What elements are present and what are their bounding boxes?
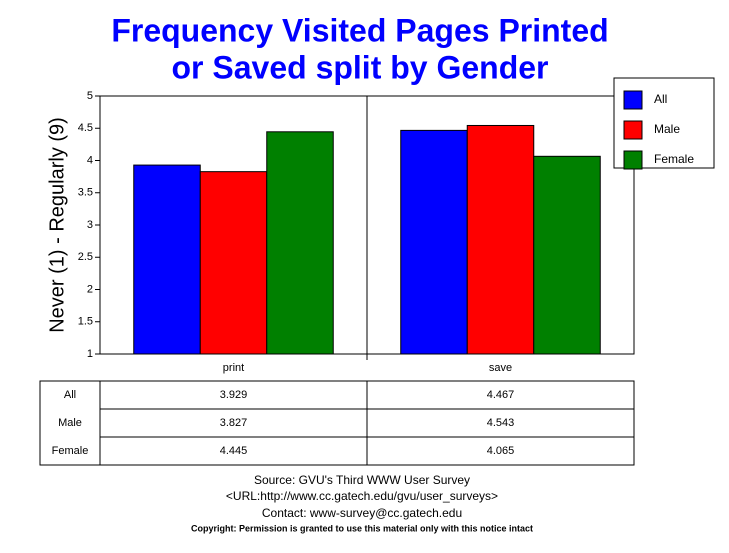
bar <box>466 124 535 355</box>
footer-text: Source: GVU's Third WWW User Survey <box>254 473 470 487</box>
y-tick-label: 3 <box>87 219 93 231</box>
legend-swatch <box>623 90 643 110</box>
bar <box>133 164 201 355</box>
legend-label: Male <box>654 122 680 136</box>
chart-title: Frequency Visited Pages Printed <box>111 12 608 48</box>
table-cell: 4.065 <box>487 445 515 457</box>
table-cell: 4.445 <box>220 445 248 457</box>
table-frame <box>39 380 635 466</box>
y-tick-label: 1.5 <box>78 316 93 328</box>
bar <box>266 131 334 355</box>
footer-text: Copyright: Permission is granted to use … <box>191 523 533 533</box>
bar <box>533 155 601 355</box>
table-row-label: Female <box>52 445 89 457</box>
y-tick-label: 4 <box>87 154 93 166</box>
table-row-label: All <box>64 389 76 401</box>
table-row-label: Male <box>58 417 82 429</box>
chart-title: or Saved split by Gender <box>172 49 549 85</box>
bar <box>400 129 468 355</box>
y-tick-label: 3.5 <box>78 187 93 199</box>
table-cell: 3.827 <box>220 417 248 429</box>
y-tick-label: 4.5 <box>78 122 93 134</box>
table-cell: 4.543 <box>487 417 515 429</box>
footer-text: <URL:http://www.cc.gatech.edu/gvu/user_s… <box>226 489 498 503</box>
legend-label: All <box>654 92 667 106</box>
y-tick-label: 2.5 <box>78 251 93 263</box>
legend-swatch <box>623 150 643 170</box>
x-tick-label: print <box>223 362 244 374</box>
x-tick-label: save <box>489 362 512 374</box>
y-tick-label: 2 <box>87 283 93 295</box>
bar <box>199 171 268 355</box>
legend-swatch <box>623 120 643 140</box>
table-cell: 4.467 <box>487 389 515 401</box>
legend-label: Female <box>654 152 694 166</box>
y-axis-label: Never (1) - Regularly (9) <box>46 117 68 333</box>
footer-text: Contact: www-survey@cc.gatech.edu <box>262 506 462 520</box>
y-tick-label: 1 <box>87 348 93 360</box>
table-cell: 3.929 <box>220 389 248 401</box>
y-tick-label: 5 <box>87 90 93 102</box>
